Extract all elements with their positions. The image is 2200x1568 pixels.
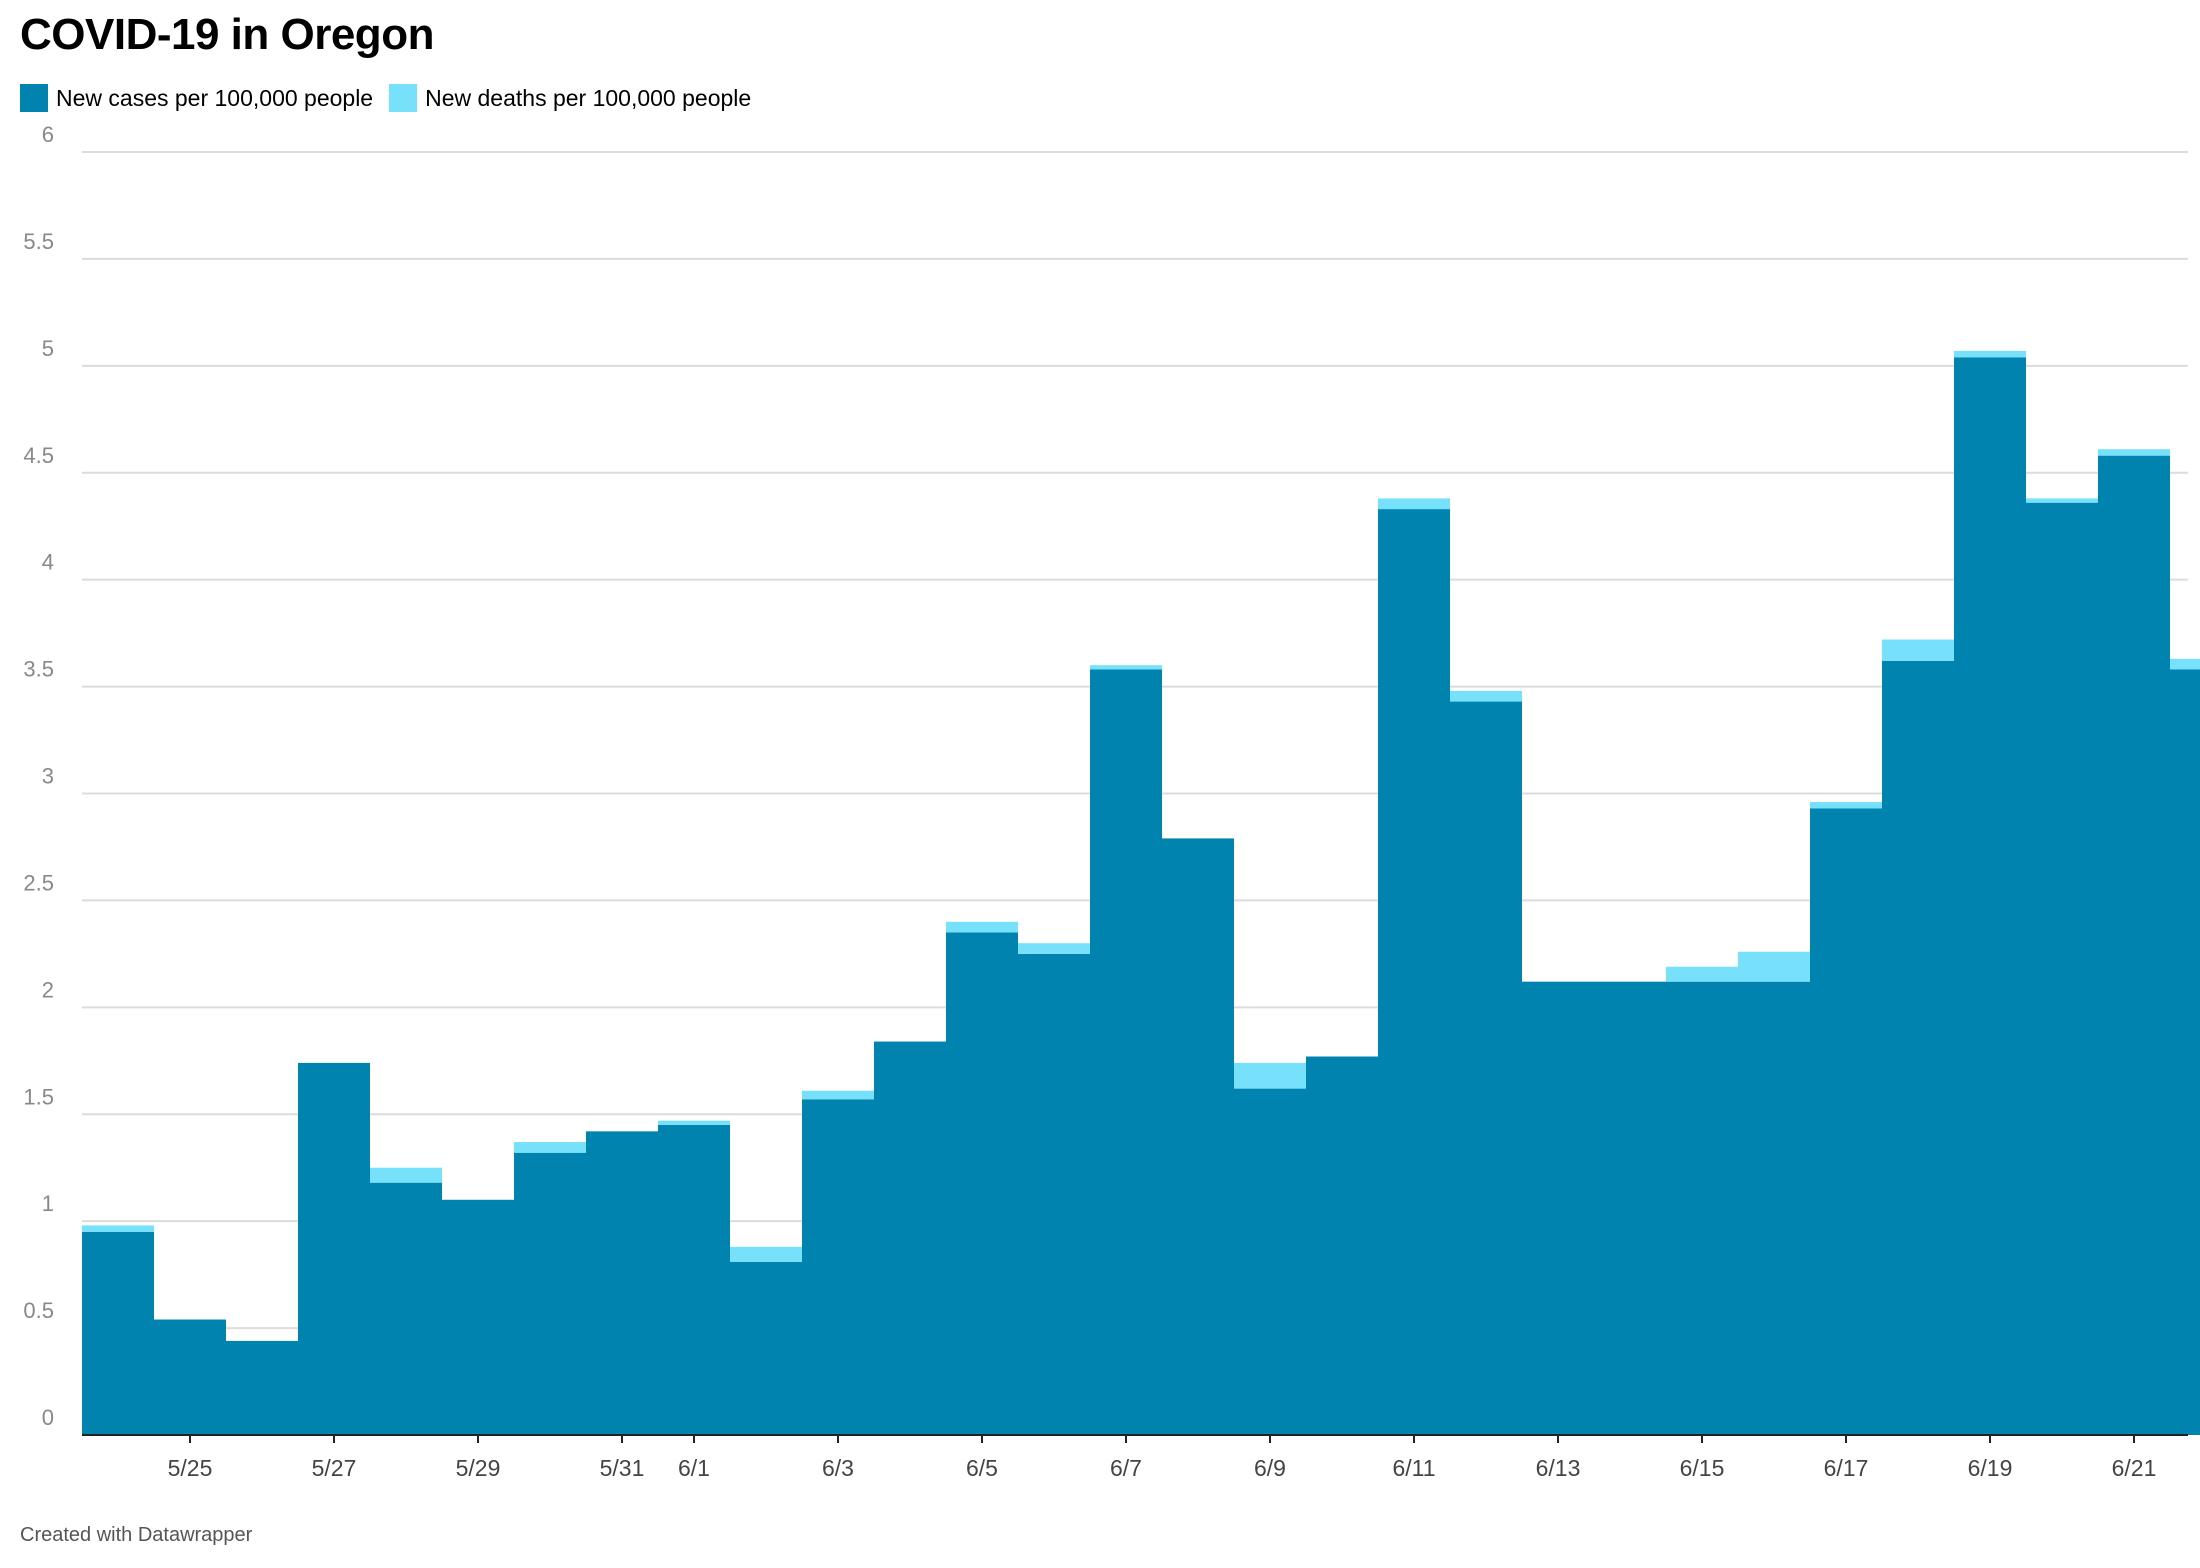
deaths-bar bbox=[1666, 966, 1738, 982]
chart-title: COVID-19 in Oregon bbox=[20, 10, 434, 59]
x-tick-label: 6/3 bbox=[822, 1455, 854, 1481]
cases-bar bbox=[1954, 357, 2026, 1435]
y-tick-label: 5 bbox=[42, 336, 54, 361]
y-tick-label: 3 bbox=[42, 764, 54, 789]
deaths-bar bbox=[1738, 951, 1810, 982]
legend-item-cases: New cases per 100,000 people bbox=[20, 84, 373, 112]
cases-bar bbox=[370, 1182, 442, 1435]
x-tick-label: 5/27 bbox=[312, 1455, 357, 1481]
y-tick-label: 0.5 bbox=[23, 1298, 54, 1323]
x-tick-label: 6/9 bbox=[1254, 1455, 1286, 1481]
cases-bar bbox=[946, 932, 1018, 1435]
x-tick-label: 6/21 bbox=[2112, 1455, 2157, 1481]
cases-bar bbox=[1522, 981, 1594, 1435]
deaths-bar bbox=[730, 1246, 802, 1262]
cases-bar bbox=[154, 1319, 226, 1435]
cases-bar bbox=[2170, 669, 2200, 1435]
y-tick-label: 4.5 bbox=[23, 443, 54, 468]
cases-bar bbox=[1810, 808, 1882, 1435]
cases-bar bbox=[874, 1041, 946, 1435]
deaths-bar bbox=[370, 1167, 442, 1183]
deaths-bar bbox=[1882, 639, 1954, 661]
deaths-bar bbox=[1090, 665, 1162, 670]
cases-bar bbox=[1018, 953, 1090, 1435]
y-tick-label: 4 bbox=[42, 550, 54, 575]
cases-bar bbox=[514, 1152, 586, 1435]
legend-swatch-deaths bbox=[389, 84, 418, 112]
cases-bar bbox=[802, 1099, 874, 1435]
x-tick-label: 6/13 bbox=[1536, 1455, 1581, 1481]
deaths-bar bbox=[1234, 1062, 1306, 1089]
cases-bar bbox=[1090, 669, 1162, 1435]
chart-legend: New cases per 100,000 people New deaths … bbox=[20, 84, 767, 112]
cases-bar bbox=[2026, 502, 2098, 1436]
credit-line: Created with Datawrapper bbox=[20, 1524, 253, 1546]
cases-bar bbox=[586, 1131, 658, 1435]
deaths-bar bbox=[2170, 658, 2200, 670]
legend-item-deaths: New deaths per 100,000 people bbox=[389, 84, 751, 112]
x-tick-label: 6/5 bbox=[966, 1455, 998, 1481]
y-tick-label: 0 bbox=[42, 1405, 54, 1430]
deaths-bar bbox=[82, 1225, 154, 1232]
cases-bar bbox=[226, 1340, 298, 1435]
cases-bar bbox=[1378, 509, 1450, 1435]
cases-bar bbox=[2098, 455, 2170, 1436]
x-tick-label: 6/19 bbox=[1968, 1455, 2013, 1481]
cases-bar bbox=[730, 1261, 802, 1435]
x-tick-label: 6/11 bbox=[1392, 1455, 1435, 1481]
deaths-bar bbox=[658, 1120, 730, 1125]
cases-bar bbox=[298, 1062, 370, 1435]
deaths-bar bbox=[2098, 449, 2170, 456]
deaths-bar bbox=[946, 921, 1018, 933]
cases-bar bbox=[1594, 981, 1666, 1435]
cases-bar bbox=[82, 1231, 154, 1435]
deaths-bar bbox=[514, 1142, 586, 1153]
deaths-bar bbox=[1450, 690, 1522, 702]
x-tick-label: 6/7 bbox=[1110, 1455, 1142, 1481]
x-tick-label: 5/31 bbox=[600, 1455, 645, 1481]
cases-bar bbox=[1882, 660, 1954, 1435]
deaths-bar bbox=[1954, 350, 2026, 358]
deaths-bar bbox=[2026, 498, 2098, 503]
deaths-bar bbox=[802, 1090, 874, 1100]
legend-label-deaths: New deaths per 100,000 people bbox=[425, 84, 752, 111]
cases-bar bbox=[1450, 701, 1522, 1435]
x-tick-label: 6/1 bbox=[678, 1455, 710, 1481]
y-tick-label: 1 bbox=[42, 1191, 54, 1216]
deaths-bar bbox=[1810, 802, 1882, 809]
y-tick-label: 6 bbox=[42, 122, 54, 147]
y-tick-label: 2.5 bbox=[23, 870, 54, 895]
x-tick-label: 5/25 bbox=[168, 1455, 213, 1481]
x-tick-label: 6/15 bbox=[1680, 1455, 1725, 1481]
cases-bar bbox=[1738, 981, 1810, 1435]
cases-bar bbox=[1306, 1056, 1378, 1435]
cases-bar bbox=[1666, 981, 1738, 1435]
cases-bar bbox=[1234, 1088, 1306, 1435]
y-tick-label: 2 bbox=[42, 977, 54, 1002]
cases-bar bbox=[1162, 838, 1234, 1435]
x-tick-label: 6/17 bbox=[1824, 1455, 1869, 1481]
y-tick-label: 5.5 bbox=[23, 229, 54, 254]
deaths-bar bbox=[1018, 943, 1090, 954]
legend-swatch-cases bbox=[20, 84, 48, 112]
legend-label-cases: New cases per 100,000 people bbox=[56, 84, 374, 111]
y-tick-label: 3.5 bbox=[23, 657, 54, 682]
cases-bar bbox=[442, 1199, 514, 1435]
cases-bar bbox=[658, 1124, 730, 1435]
y-tick-label: 1.5 bbox=[23, 1084, 54, 1109]
x-tick-label: 5/29 bbox=[456, 1455, 501, 1481]
deaths-bar bbox=[1378, 498, 1450, 510]
